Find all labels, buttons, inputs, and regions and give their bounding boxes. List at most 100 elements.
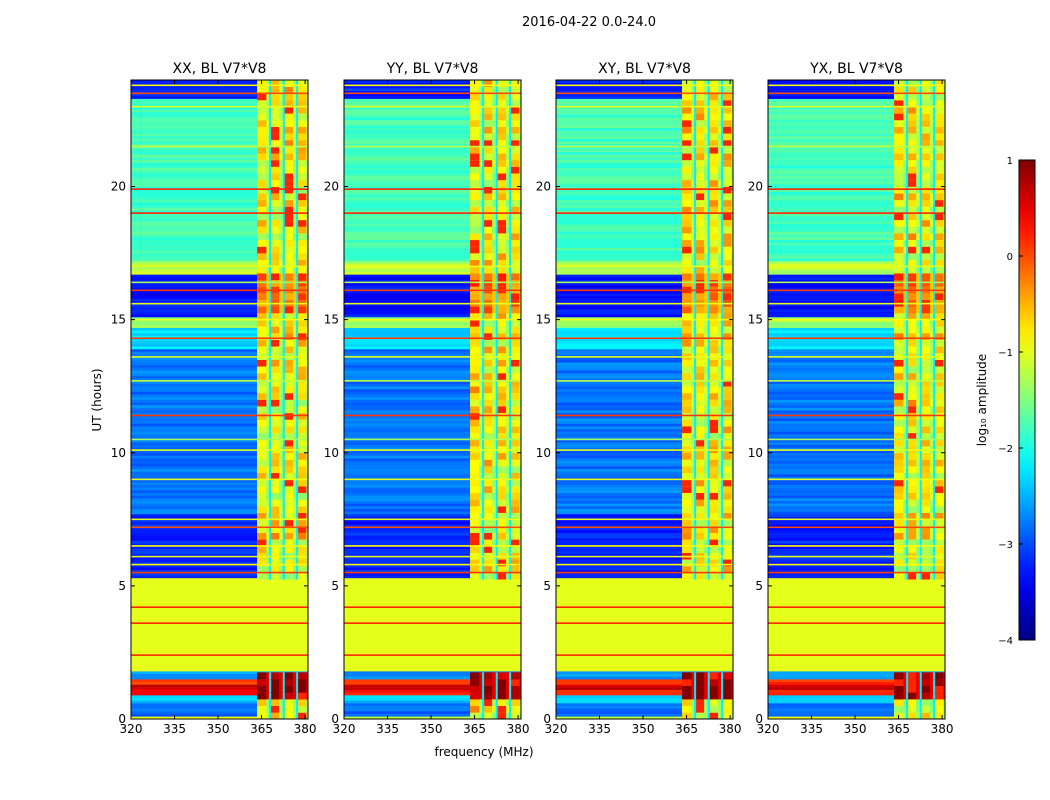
rfi-column-cell [297, 339, 307, 347]
rfi-column-cell [906, 80, 917, 87]
rfi-column-cell [470, 539, 480, 547]
rfi-column-cell [257, 406, 267, 414]
data-strip [768, 359, 945, 363]
data-strip [344, 498, 521, 501]
rfi-band-cell [682, 186, 733, 194]
rfi-gap [919, 679, 922, 687]
data-strip [556, 655, 733, 659]
rfi-column-cell [682, 512, 692, 520]
rfi-line [768, 356, 945, 358]
rfi-gap [933, 99, 936, 107]
rfi-column-cell [269, 319, 280, 327]
data-strip [131, 407, 308, 411]
data-strip [131, 458, 308, 462]
rfi-column-cell [708, 466, 719, 474]
rfi-column-cell [682, 219, 692, 227]
rfi-column-cell [257, 139, 267, 147]
data-strip [131, 641, 308, 645]
data-strip [556, 245, 733, 249]
rfi-column-cell [510, 699, 520, 706]
rfi-gap [296, 492, 299, 500]
rfi-gap [296, 259, 299, 267]
rfi-gap [495, 113, 498, 121]
rfi-gap [933, 432, 936, 440]
rfi-column-cell [297, 226, 307, 234]
rfi-column-cell [920, 213, 931, 221]
rfi-gap [495, 80, 498, 87]
rfi-band-cell [470, 426, 521, 434]
rfi-gap [495, 246, 498, 254]
rfi-line [556, 438, 733, 441]
rfi-line [768, 289, 945, 292]
rfi-gap [919, 273, 922, 280]
rfi-gap [919, 492, 922, 500]
rfi-band-cell [257, 259, 308, 267]
data-strip [131, 178, 308, 182]
rfi-column-cell [708, 539, 719, 547]
rfi-column-cell [496, 452, 507, 460]
rfi-column-cell [920, 545, 931, 553]
rfi-band-cell [470, 705, 521, 713]
rfi-column-cell [694, 366, 705, 374]
rfi-column-cell [682, 193, 692, 201]
rfi-column-cell [496, 119, 507, 127]
data-strip [131, 479, 308, 483]
rfi-column-cell [297, 532, 307, 540]
rfi-column-cell [496, 219, 507, 227]
rfi-band-cell [894, 339, 945, 347]
rfi-column-cell [722, 126, 732, 134]
rfi-gap [269, 539, 272, 547]
rfi-band-cell [894, 532, 945, 540]
data-strip [131, 660, 308, 664]
rfi-column-cell [906, 519, 917, 527]
rfi-gap [694, 119, 697, 127]
data-strip [344, 165, 521, 169]
data-strip [768, 311, 945, 315]
rfi-band-cell [682, 153, 733, 161]
rfi-column-cell [510, 193, 520, 201]
rfi-gap [509, 319, 512, 327]
data-strip [344, 617, 521, 621]
rfi-band-cell [257, 233, 308, 241]
rfi-line [131, 265, 308, 268]
data-strip [131, 655, 308, 659]
x-tick-label: 365 [887, 722, 910, 736]
data-strip [556, 625, 733, 629]
rfi-column-cell [934, 106, 944, 114]
rfi-column-cell [906, 193, 917, 201]
rfi-band-cell [682, 512, 733, 520]
rfi-gap [482, 233, 485, 241]
data-strip [768, 527, 945, 531]
rfi-gap [919, 519, 922, 527]
rfi-column-cell [694, 705, 705, 713]
data-strip [768, 428, 945, 432]
rfi-column-cell [297, 133, 307, 141]
data-strip [556, 407, 733, 411]
colorbar: log₁₀ amplitude 10−1−2−3−4 [975, 156, 1036, 647]
data-strip [556, 431, 733, 435]
rfi-gap [509, 452, 512, 460]
data-strip [556, 527, 733, 531]
data-strip [556, 444, 733, 448]
rfi-gap [707, 99, 710, 107]
rfi-gap [296, 93, 299, 101]
rfi-gap [269, 372, 272, 380]
rfi-band-cell [470, 139, 521, 147]
data-strip [131, 535, 308, 539]
rfi-band-cell [682, 273, 733, 280]
rfi-column-cell [722, 246, 732, 254]
rfi-column-cell [269, 193, 280, 201]
rfi-column-cell [934, 80, 944, 87]
rfi-gap [509, 332, 512, 340]
rfi-column-cell [708, 399, 719, 407]
rfi-column-cell [297, 705, 307, 713]
rfi-gap [509, 506, 512, 513]
data-strip [344, 521, 521, 525]
rfi-gap [495, 419, 498, 427]
data-strip [131, 218, 308, 222]
rfi-column-cell [894, 279, 904, 287]
rfi-column-cell [257, 312, 267, 320]
data-strip [344, 636, 521, 640]
rfi-line [768, 145, 945, 148]
